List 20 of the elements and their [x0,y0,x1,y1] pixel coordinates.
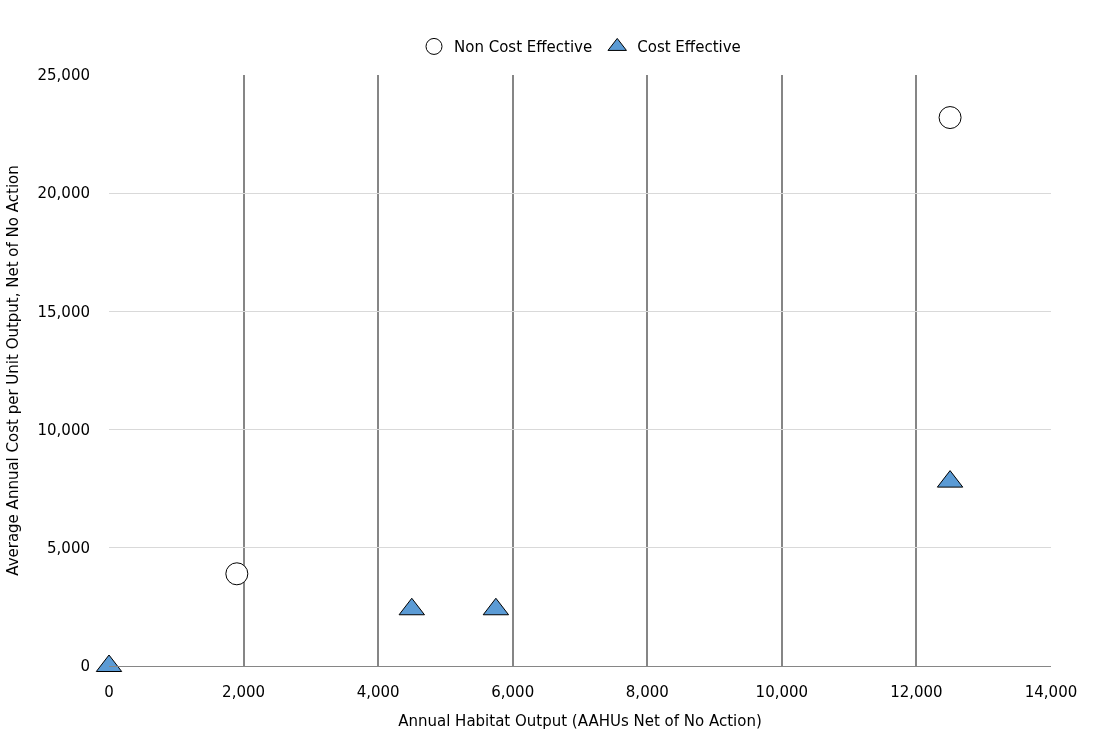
x-tick-label: 14,000 [1024,683,1078,701]
y-tick-label: 20,000 [37,184,90,203]
x-tick-label: 0 [104,683,114,701]
x-tick-label: 8,000 [625,683,669,701]
y-tick-label: 10,000 [37,420,90,439]
x-axis-title: Annual Habitat Output (AAHUs Net of No Action) [398,712,762,730]
y-tick-label: 15,000 [37,302,90,321]
point [398,597,425,616]
point [938,106,962,130]
legend-label: Cost Effective [637,38,741,57]
x-tick-label: 2,000 [222,683,266,701]
x-tick-label: 4,000 [356,683,400,701]
y-axis-title: Average Annual Cost per Unit Output, Net of No Action [3,165,22,576]
y-tick-label: 0 [80,657,90,676]
y-tick-label: 5,000 [47,539,90,558]
x-tick-label: 12,000 [890,683,943,701]
legend-label: Non Cost Effective [454,38,593,57]
x-tick-label: 6,000 [491,683,535,701]
y-tick-label: 25,000 [37,66,90,85]
x-tick-label: 10,000 [755,683,809,701]
